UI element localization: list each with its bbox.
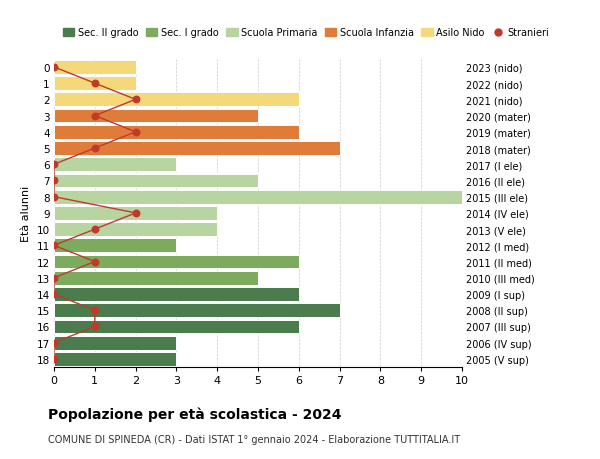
Bar [54,142,340,156]
Bar [54,352,176,366]
Bar [54,320,299,334]
Point [90,145,100,152]
Point [90,80,100,88]
Point [131,210,140,217]
Point [49,355,59,363]
Point [90,258,100,266]
Point [90,226,100,233]
Bar [54,336,176,350]
Bar [54,239,176,253]
Point [49,291,59,298]
Point [90,307,100,314]
Bar [54,304,340,318]
Point [131,129,140,136]
Legend: Sec. II grado, Sec. I grado, Scuola Primaria, Scuola Infanzia, Asilo Nido, Stran: Sec. II grado, Sec. I grado, Scuola Prim… [59,24,553,42]
Text: Popolazione per età scolastica - 2024: Popolazione per età scolastica - 2024 [48,406,341,421]
Bar [54,158,176,172]
Bar [54,207,217,220]
Bar [54,126,299,140]
Point [90,323,100,330]
Bar [54,77,136,91]
Bar [54,271,258,285]
Bar [54,255,299,269]
Point [49,274,59,282]
Point [90,112,100,120]
Bar [54,109,258,123]
Bar [54,287,299,301]
Bar [54,223,217,236]
Bar [54,174,258,188]
Point [49,339,59,347]
Text: COMUNE DI SPINEDA (CR) - Dati ISTAT 1° gennaio 2024 - Elaborazione TUTTITALIA.IT: COMUNE DI SPINEDA (CR) - Dati ISTAT 1° g… [48,434,460,444]
Point [131,96,140,104]
Point [49,161,59,168]
Bar [54,190,462,204]
Bar [54,61,136,75]
Point [49,194,59,201]
Bar [54,93,299,107]
Y-axis label: Età alunni: Età alunni [21,185,31,241]
Point [49,177,59,185]
Point [49,242,59,250]
Point [49,64,59,72]
